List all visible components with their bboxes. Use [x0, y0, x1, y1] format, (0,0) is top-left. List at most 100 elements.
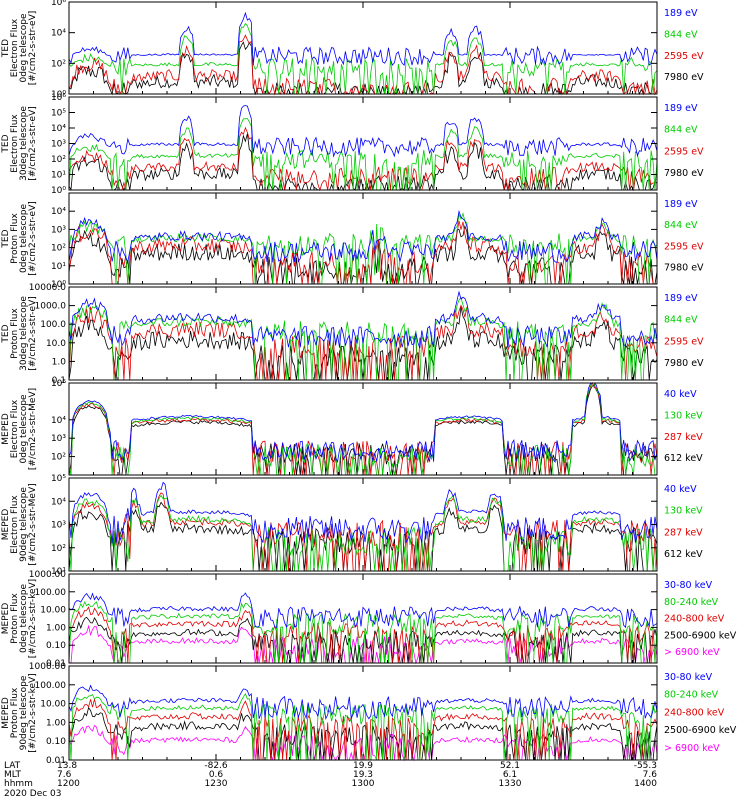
- panel-8-legend-entry: 240-800 keV: [664, 707, 725, 718]
- panel-1-ylabel-line: TED: [1, 39, 11, 58]
- panel-4-series-3: [68, 296, 658, 381]
- panel-6-ytick-label: 10²: [51, 544, 66, 554]
- panel-6: 10¹ 10² 10³ 10⁴ 10⁵ MEPED Electron Flux 90deg t…: [1, 474, 703, 577]
- panel-2-legend-entry: 7980 eV: [664, 168, 704, 179]
- panel-6-ytick-label: 10³: [51, 521, 66, 531]
- panel-2: 10⁰ 10¹ 10² 10³ 10⁴ 10⁵ 10⁶ TED Electron Flux 30d…: [1, 93, 704, 196]
- panel-6-legend-entry: 612 keV: [664, 549, 703, 560]
- mlt-value: 7.6: [643, 770, 658, 780]
- panel-4-legend-entry: 189 eV: [664, 293, 698, 304]
- panel-8-legend-entry: 2500-6900 keV: [664, 725, 737, 736]
- panel-8-ytick-label: 100.00: [35, 681, 67, 691]
- panel-6-ylabel-line: [#/cm2-s-str-MeV]: [28, 483, 38, 565]
- x-row-label: LAT: [4, 761, 21, 771]
- lat-value: 19.9: [353, 761, 373, 771]
- panel-5-ytick-label: 10³: [51, 434, 66, 444]
- panel-3: 10⁰ 10¹ 10² 10³ 10⁴ TED Proton Flux 0deg telesc…: [1, 192, 704, 290]
- panel-7-ytick-label: 0.01: [46, 659, 66, 669]
- panel-5-ylabel-line: [#/cm2-s-str-MeV]: [28, 388, 38, 470]
- panel-3-ylabel-line: TED: [1, 229, 11, 248]
- panel-5-legend-entry: 287 keV: [664, 432, 703, 443]
- panel-2-ytick-label: 10⁰: [51, 186, 66, 196]
- panel-1-ylabel-line: 0deg telescope: [19, 13, 29, 83]
- panel-4-ylabel: TED Proton Flux 30deg telescope [#/cm2-s-st…: [1, 296, 38, 371]
- panel-3-ylabel-line: Proton Flux: [10, 213, 20, 264]
- x-row-label: hhmm: [4, 779, 33, 789]
- panel-8-ylabel-line: 90deg telescope: [19, 675, 29, 750]
- panel-7-ylabel: MEPED Proton Flux 0deg telescope [#/cm2-s-s…: [1, 579, 38, 658]
- panel-6-ylabel-line: Electron Flux: [10, 495, 20, 554]
- lat-value: 13.8: [57, 761, 77, 771]
- panel-1-series-4: [68, 11, 658, 67]
- hhmm-value: 1230: [205, 779, 228, 789]
- panel-7-legend-entry: 240-800 keV: [664, 614, 725, 625]
- panel-6-ytick-label: 10¹: [51, 567, 66, 577]
- panel-7-legend-entry: 2500-6900 keV: [664, 630, 737, 641]
- x-row-label: MLT: [4, 770, 22, 780]
- panel-3-ylabel-line: [#/cm2-s-str-eV]: [28, 201, 38, 276]
- panel-1-ylabel: TED Electron Flux 0deg telescope [#/cm2-s-s…: [1, 11, 38, 86]
- panel-4-legend-entry: 2595 eV: [664, 336, 704, 347]
- panel-7-ytick-label: 10.00: [40, 606, 66, 616]
- panel-3-ytick-label: 10²: [51, 244, 66, 254]
- hhmm-value: 1400: [634, 779, 657, 789]
- panel-4-ytick-label: 0.1: [52, 376, 66, 386]
- panel-8-ylabel-line: [#/cm2-s-str-keV]: [28, 673, 38, 752]
- panel-6-series-4: [68, 481, 658, 544]
- panel-7-series-5: [68, 592, 658, 629]
- panel-1-ytick-label: 10⁴: [51, 29, 66, 39]
- panel-2-ylabel-line: Electron Flux: [10, 114, 20, 173]
- panel-1-legend-entry: 844 eV: [664, 29, 698, 40]
- panel-2-ylabel-line: [#/cm2-s-str-eV]: [28, 106, 38, 181]
- lat-value: -82.6: [204, 761, 228, 771]
- panel-3-series-2: [68, 220, 657, 285]
- panel-4-ylabel-line: [#/cm2-s-str-eV]: [28, 296, 38, 371]
- panel-7-ytick-label: 1000.00: [29, 570, 66, 580]
- panel-7-ytick-label: 1.00: [46, 623, 66, 633]
- mlt-value: 6.1: [503, 770, 517, 780]
- panel-5-ylabel-line: 0deg telescope: [19, 394, 29, 464]
- panel-2-ylabel-line: TED: [1, 134, 11, 153]
- panel-8-ytick-label: 0.01: [46, 756, 66, 766]
- mlt-value: 7.6: [57, 770, 72, 780]
- panel-3-legend-entry: 189 eV: [664, 199, 698, 210]
- panel-5: 10² 10³ 10⁴ 10⁶ MEPED Electron Flux 0deg teles…: [1, 379, 703, 476]
- panel-7-legend-entry: 80-240 keV: [664, 597, 719, 608]
- panel-2-ytick-label: 10¹: [51, 171, 66, 181]
- panel-7-series-2: [68, 616, 658, 664]
- panel-6-ytick-label: 10⁵: [51, 474, 66, 484]
- panel-5-ytick-label: 10⁴: [51, 416, 66, 426]
- panel-8-ylabel-line: Proton Flux: [10, 687, 20, 738]
- panel-2-ylabel: TED Electron Flux 30deg telescope [#/cm2-s-…: [1, 106, 38, 181]
- panel-3-ytick-label: 10³: [51, 225, 66, 235]
- panel-8-ylabel: MEPED Proton Flux 90deg telescope [#/cm2-s-…: [1, 673, 38, 752]
- panel-6-legend-entry: 130 keV: [664, 506, 703, 517]
- panel-5-ylabel: MEPED Electron Flux 0deg telescope [#/cm2-s…: [1, 388, 38, 470]
- panel-5-legend-entry: 40 keV: [664, 389, 697, 400]
- panel-1-legend-entry: 7980 eV: [664, 72, 704, 83]
- panel-6-ytick-label: 10⁴: [51, 497, 66, 507]
- panel-5-legend-entry: 130 keV: [664, 410, 703, 421]
- panel-7-ylabel-line: [#/cm2-s-str-keV]: [28, 579, 38, 658]
- date-label: 2020 Dec 03: [4, 789, 62, 799]
- panel-3-ylabel-line: 0deg telescope: [19, 204, 29, 274]
- panel-6-series-3: [68, 494, 658, 572]
- x-axis-annotation: LATMLThhmm13.87.61200-82.60.6123019.919.…: [4, 761, 657, 799]
- panel-5-legend-entry: 612 keV: [664, 453, 703, 464]
- panel-3-legend-entry: 2595 eV: [664, 241, 704, 252]
- panel-7-ylabel-line: 0deg telescope: [19, 584, 29, 654]
- panel-2-legend-entry: 189 eV: [664, 103, 698, 114]
- lat-value: 52.1: [500, 761, 520, 771]
- panel-8-ytick-label: 1000.00: [29, 662, 66, 672]
- panel-3-ytick-label: 10⁰: [51, 280, 66, 290]
- panel-4-ylabel-line: Proton Flux: [10, 308, 20, 359]
- panel-2-ytick-label: 10⁶: [51, 93, 66, 103]
- panel-3-ylabel: TED Proton Flux 0deg telescope [#/cm2-s-str…: [1, 201, 38, 276]
- panel-1-ylabel-line: [#/cm2-s-str-eV]: [28, 11, 38, 86]
- panel-7-series-3: [68, 606, 657, 664]
- panel-8-legend-entry: > 6900 keV: [664, 743, 720, 754]
- panel-7-series-1: [69, 624, 658, 665]
